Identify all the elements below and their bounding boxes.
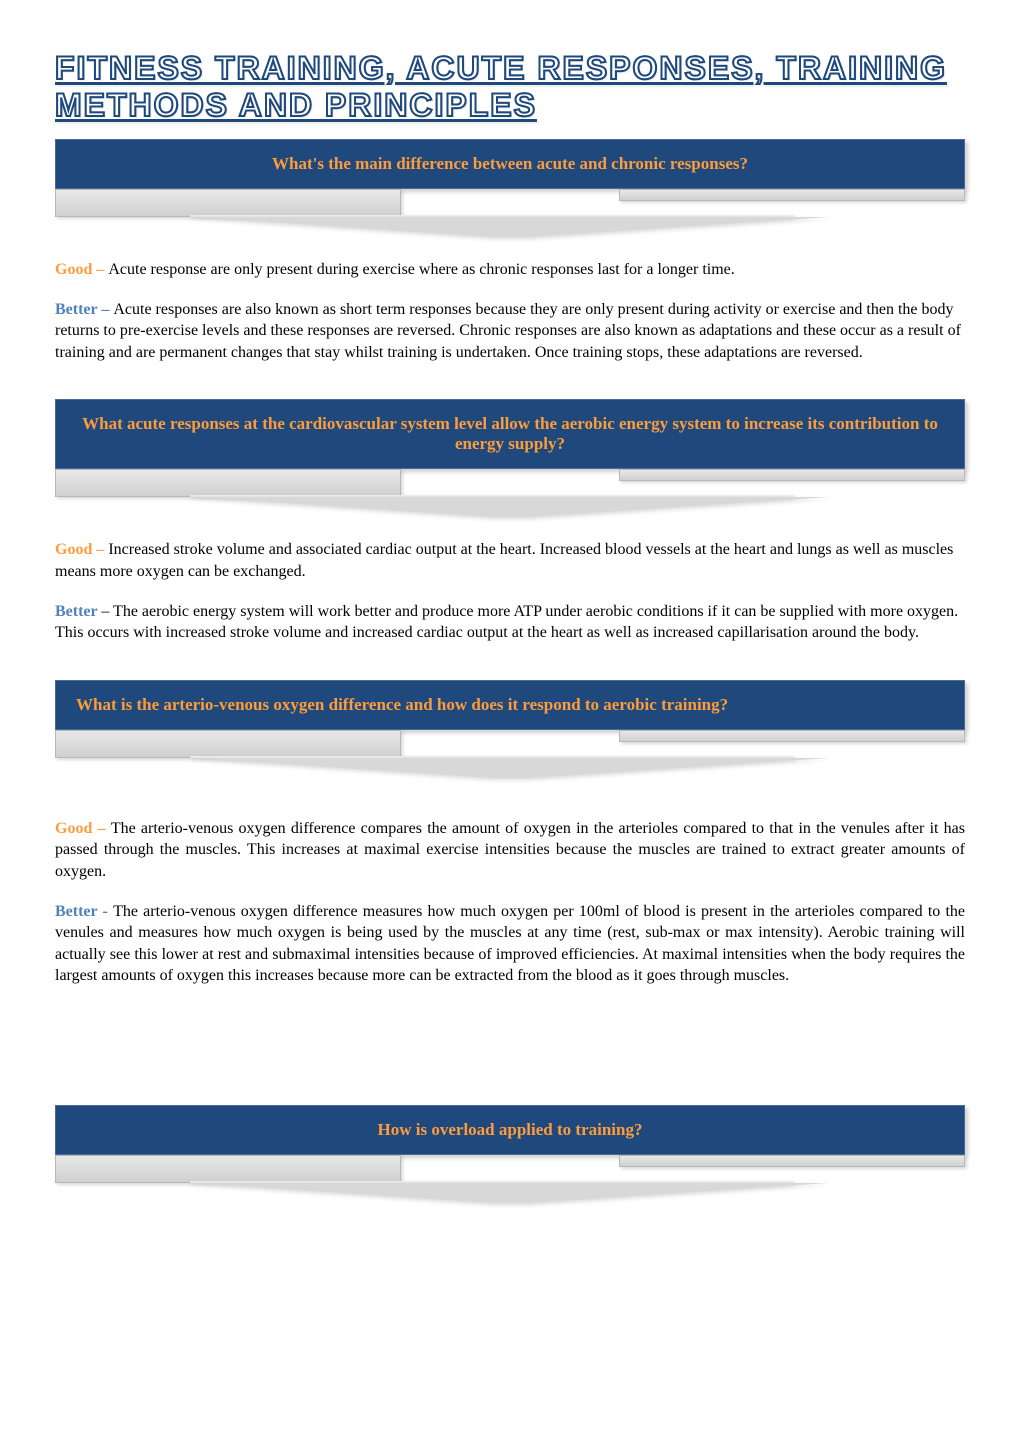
- question-box-4: How is overload applied to training?: [55, 1105, 965, 1155]
- good-answer-2: Good – Increased stroke volume and assoc…: [55, 539, 965, 582]
- better-answer-3: Better - The arterio-venous oxygen diffe…: [55, 901, 965, 987]
- better-text: – The aerobic energy system will work be…: [55, 603, 958, 642]
- arrow-decoration-1: [55, 189, 965, 249]
- arrow-decoration-3: [55, 730, 965, 790]
- good-answer-1: Good – Acute response are only present d…: [55, 259, 965, 281]
- question-box-2: What acute responses at the cardiovascul…: [55, 399, 965, 469]
- good-text: Acute response are only present during e…: [108, 261, 734, 278]
- good-text: The arterio-venous oxygen difference com…: [55, 820, 965, 880]
- good-label: Good –: [55, 261, 108, 278]
- better-label: Better –: [55, 301, 113, 318]
- better-answer-1: Better – Acute responses are also known …: [55, 299, 965, 364]
- good-label: Good –: [55, 820, 111, 837]
- better-text: Acute responses are also known as short …: [55, 301, 961, 361]
- good-answer-3: Good – The arterio-venous oxygen differe…: [55, 818, 965, 883]
- better-answer-2: Better – The aerobic energy system will …: [55, 601, 965, 644]
- arrow-decoration-2: [55, 469, 965, 529]
- question-box-1: What's the main difference between acute…: [55, 139, 965, 189]
- better-label: Better -: [55, 903, 113, 920]
- page-title: FITNESS TRAINING, ACUTE RESPONSES, TRAIN…: [55, 50, 965, 124]
- good-label: Good –: [55, 541, 108, 558]
- good-text: Increased stroke volume and associated c…: [55, 541, 953, 580]
- arrow-decoration-4: [55, 1155, 965, 1215]
- better-label: Better: [55, 603, 101, 620]
- better-text: The arterio-venous oxygen difference mea…: [55, 903, 965, 985]
- question-box-3: What is the arterio-venous oxygen differ…: [55, 680, 965, 730]
